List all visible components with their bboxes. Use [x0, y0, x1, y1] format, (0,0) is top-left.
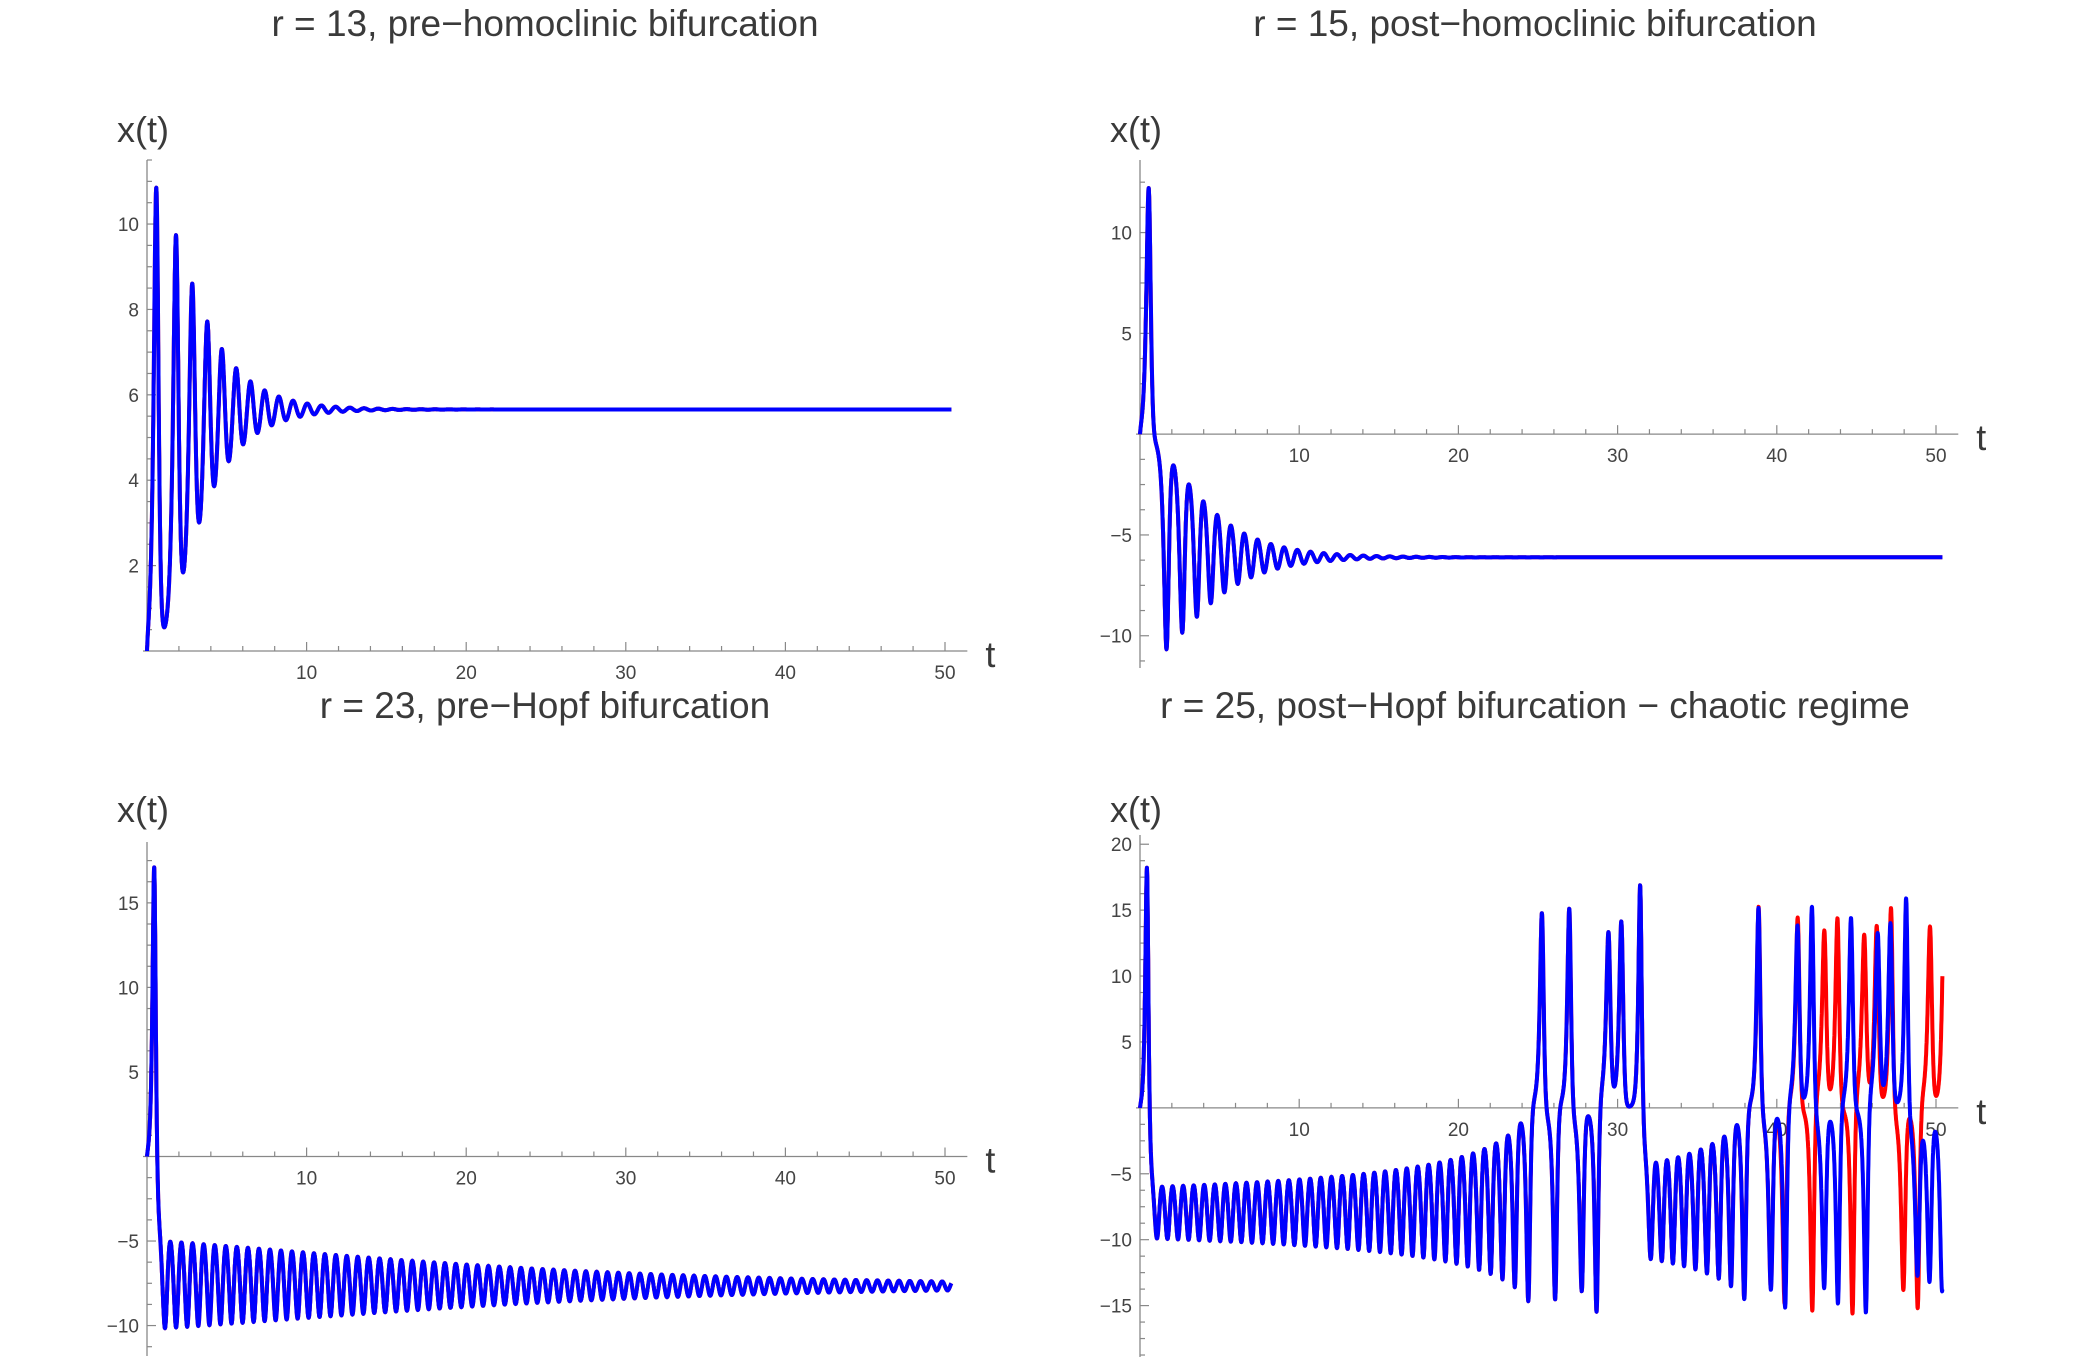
x-tick-label: 10 [1289, 1120, 1310, 1141]
x-axis-label: t [985, 634, 995, 675]
x-tick-label: 20 [456, 1168, 477, 1189]
chart-title: r = 15, post−homoclinic bifurcation [1253, 3, 1817, 44]
x-tick-label: 20 [1448, 1120, 1469, 1141]
x-tick-label: 20 [1448, 446, 1469, 467]
y-tick-label: 10 [1111, 967, 1132, 988]
x-axis-label: t [1976, 417, 1986, 458]
chart-title: r = 23, pre−Hopf bifurcation [320, 685, 770, 726]
y-tick-label: 2 [128, 557, 139, 578]
y-axis-label: x(t) [1110, 109, 1162, 150]
x-tick-label: 30 [615, 1168, 636, 1189]
y-tick-label: −10 [107, 1317, 139, 1338]
y-tick-label: 10 [1111, 224, 1132, 245]
x-tick-label: 10 [296, 1168, 317, 1189]
x-tick-label: 10 [296, 663, 317, 684]
y-axis-label: x(t) [117, 789, 169, 830]
x-tick-label: 10 [1289, 446, 1310, 467]
y-tick-label: 5 [128, 1063, 139, 1084]
y-tick-label: 15 [118, 894, 139, 915]
y-tick-label: −5 [1110, 526, 1132, 547]
y-tick-label: 8 [128, 300, 139, 321]
y-axis-label: x(t) [117, 109, 169, 150]
chart-panel-4: r = 25, post−Hopf bifurcation − chaotic … [1100, 685, 1986, 1357]
x-tick-label: 30 [615, 663, 636, 684]
y-tick-label: −10 [1100, 1231, 1132, 1252]
y-tick-label: 6 [128, 386, 139, 407]
y-tick-label: 5 [1121, 1033, 1132, 1054]
y-axis-label: x(t) [1110, 789, 1162, 830]
y-tick-label: 10 [118, 215, 139, 236]
y-tick-label: −10 [1100, 627, 1132, 648]
chart-panel-1: r = 13, pre−homoclinic bifurcation x(t) t 1… [117, 3, 995, 684]
x-axis-label: t [1976, 1091, 1986, 1132]
y-tick-label: 15 [1111, 901, 1132, 922]
chart-title: r = 25, post−Hopf bifurcation − chaotic … [1160, 685, 1910, 726]
x-tick-label: 50 [934, 663, 955, 684]
y-tick-label: 4 [128, 471, 139, 492]
series-line-blue [1138, 186, 1945, 652]
x-tick-label: 30 [1607, 446, 1628, 467]
y-tick-label: −5 [117, 1232, 139, 1253]
x-tick-label: 30 [1607, 1120, 1628, 1141]
y-tick-label: −15 [1100, 1297, 1132, 1318]
series-line-blue [145, 865, 954, 1331]
y-tick-label: 5 [1121, 324, 1132, 345]
x-tick-label: 40 [775, 1168, 796, 1189]
y-tick-label: 10 [118, 978, 139, 999]
x-axis-label: t [985, 1139, 995, 1180]
series-line-blue [1138, 865, 1945, 1315]
series-line-red [1138, 186, 1945, 652]
y-tick-label: 20 [1111, 835, 1132, 856]
x-tick-label: 40 [775, 663, 796, 684]
series-line-blue [145, 185, 954, 652]
x-tick-label: 50 [934, 1168, 955, 1189]
chart-panel-2: r = 15, post−homoclinic bifurcation x(t) t… [1100, 3, 1986, 668]
x-tick-label: 50 [1925, 446, 1946, 467]
y-tick-label: −5 [1110, 1165, 1132, 1186]
chart-title: r = 13, pre−homoclinic bifurcation [271, 3, 818, 44]
chart-panel-3: r = 23, pre−Hopf bifurcation x(t) t 10 20 30 4… [107, 685, 995, 1356]
x-tick-label: 20 [456, 663, 477, 684]
x-tick-label: 40 [1766, 446, 1787, 467]
